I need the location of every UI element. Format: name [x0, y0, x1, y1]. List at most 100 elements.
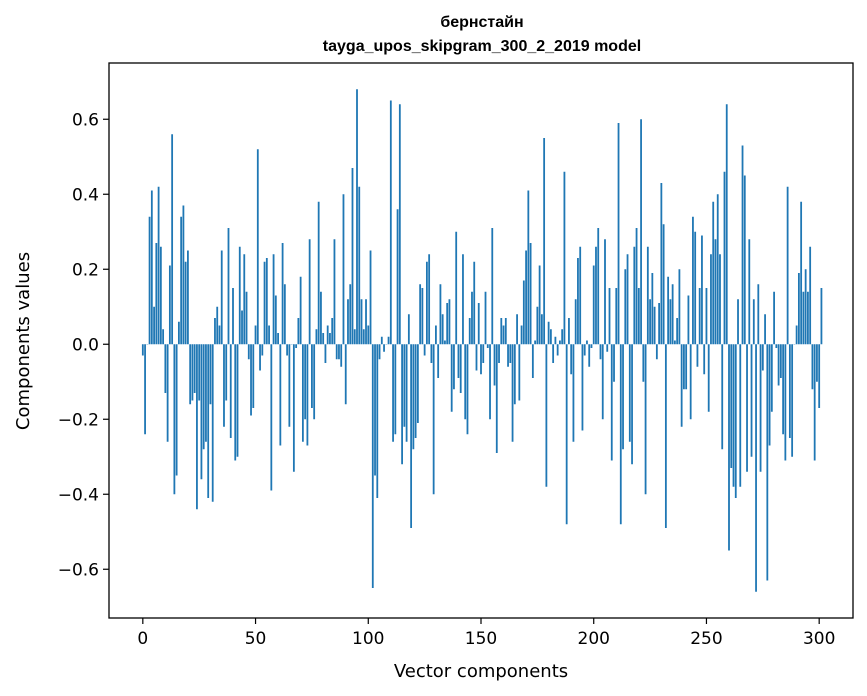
- bar: [502, 325, 505, 345]
- bar: [730, 344, 733, 468]
- bar: [419, 284, 422, 345]
- bar: [631, 344, 633, 465]
- bar: [383, 344, 385, 352]
- bar: [455, 231, 458, 345]
- bar: [378, 344, 381, 360]
- bar: [500, 318, 503, 345]
- bar: [662, 224, 665, 345]
- bar: [495, 344, 498, 453]
- bar: [818, 344, 821, 408]
- bar: [646, 246, 649, 345]
- bar: [459, 344, 462, 393]
- bar: [678, 269, 681, 345]
- bar: [667, 276, 670, 345]
- bar: [752, 299, 755, 345]
- bar: [435, 325, 437, 345]
- bar: [556, 344, 559, 356]
- bar: [166, 344, 169, 442]
- bar: [423, 344, 426, 356]
- bar: [644, 344, 647, 495]
- bar: [527, 190, 530, 345]
- bar: [376, 344, 379, 498]
- bar: [640, 119, 642, 345]
- bar: [265, 258, 268, 345]
- bar: [561, 329, 564, 345]
- bar: [761, 344, 764, 371]
- bar: [770, 344, 773, 412]
- x-tick-label: 250: [690, 629, 722, 649]
- bar: [453, 344, 455, 390]
- bar: [218, 325, 221, 345]
- bar: [637, 288, 640, 345]
- bar: [779, 344, 782, 378]
- chart-subtitle: tayga_upos_skipgram_300_2_2019 model: [323, 38, 641, 55]
- bar: [322, 333, 325, 345]
- bar: [416, 344, 419, 423]
- bar: [295, 344, 298, 348]
- bar: [701, 235, 703, 345]
- bar: [252, 344, 255, 408]
- bar: [694, 231, 697, 345]
- bar: [773, 291, 775, 345]
- bar: [331, 318, 334, 345]
- bar: [356, 89, 358, 345]
- bar: [554, 336, 557, 345]
- bar: [482, 344, 485, 363]
- y-tick-label: −0.2: [58, 410, 99, 430]
- bar: [329, 333, 331, 345]
- bar: [274, 295, 277, 345]
- bar: [324, 344, 327, 363]
- bar: [439, 284, 442, 345]
- bar: [565, 344, 568, 525]
- bar: [698, 288, 701, 345]
- bar: [297, 318, 300, 345]
- bar: [811, 344, 814, 390]
- x-tick-label: 150: [465, 629, 497, 649]
- bar: [150, 190, 153, 345]
- bar: [450, 344, 453, 412]
- y-axis-ticks: −0.6 −0.4 −0.2 0.0 0.2 0.4 0.6: [58, 110, 109, 580]
- bar: [162, 329, 165, 345]
- bar: [471, 291, 473, 345]
- bar: [187, 250, 189, 345]
- bar: [755, 344, 757, 592]
- bar: [196, 344, 198, 510]
- bar: [493, 344, 496, 386]
- bar: [635, 228, 638, 345]
- bar: [739, 344, 742, 487]
- bar: [220, 250, 223, 345]
- bar: [367, 325, 370, 345]
- bar: [531, 344, 534, 378]
- bar: [243, 254, 246, 345]
- bar: [155, 243, 158, 345]
- bar: [281, 243, 284, 345]
- bar: [371, 344, 374, 588]
- y-tick-label: −0.4: [58, 485, 99, 505]
- bar: [716, 194, 719, 345]
- bar: [601, 344, 604, 420]
- bar: [547, 321, 550, 345]
- bar: [259, 344, 261, 371]
- bar: [800, 201, 803, 345]
- bar: [599, 344, 602, 360]
- y-tick-label: −0.6: [58, 560, 99, 580]
- bar: [189, 344, 192, 405]
- bar: [168, 265, 171, 345]
- bar: [480, 344, 482, 375]
- bar: [191, 344, 194, 401]
- bar: [592, 265, 595, 345]
- bar: [759, 344, 762, 472]
- bar: [615, 288, 618, 345]
- bar: [518, 344, 521, 401]
- bar: [437, 344, 440, 378]
- bar: [784, 344, 787, 461]
- bar: [238, 246, 241, 345]
- bar: [586, 340, 588, 345]
- bar: [658, 303, 661, 345]
- bar: [788, 344, 791, 438]
- bar: [184, 261, 187, 345]
- bar: [175, 344, 178, 476]
- bar: [538, 265, 541, 345]
- bar: [498, 344, 500, 363]
- bar: [813, 344, 816, 461]
